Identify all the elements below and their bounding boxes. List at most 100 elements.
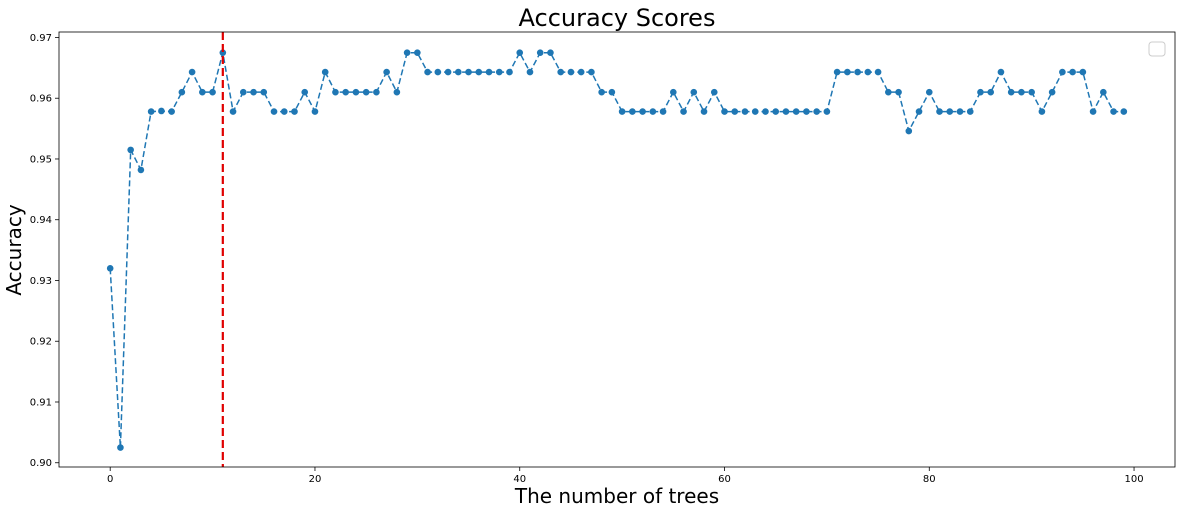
data-point xyxy=(434,68,442,76)
x-tick-label: 0 xyxy=(107,474,113,485)
data-point xyxy=(209,88,216,96)
data-point xyxy=(1120,108,1128,115)
y-tick-label: 0.90 xyxy=(30,458,52,469)
data-point xyxy=(239,88,247,96)
data-point xyxy=(250,88,257,96)
data-point xyxy=(229,108,237,115)
data-point xyxy=(1059,68,1066,76)
data-point xyxy=(147,108,155,115)
data-point xyxy=(547,49,554,56)
data-point xyxy=(393,88,401,96)
data-point xyxy=(1007,88,1015,96)
data-point xyxy=(772,108,779,115)
legend-box xyxy=(1148,41,1166,57)
data-point xyxy=(158,107,165,115)
data-point xyxy=(219,49,227,56)
data-point xyxy=(782,108,790,115)
data-point xyxy=(291,108,298,115)
data-point xyxy=(618,108,626,115)
data-point xyxy=(700,108,708,115)
data-point xyxy=(485,68,493,76)
plot-frame xyxy=(58,31,1176,468)
x-tick-label: 20 xyxy=(309,474,322,485)
data-point xyxy=(823,108,831,115)
data-point xyxy=(280,108,288,115)
data-point xyxy=(444,68,452,76)
data-point xyxy=(854,68,861,76)
series-line xyxy=(109,51,1124,448)
data-point xyxy=(455,68,462,76)
data-point xyxy=(874,68,882,76)
data-point xyxy=(690,88,698,96)
x-tick-label: 60 xyxy=(718,474,731,485)
data-point xyxy=(792,108,800,115)
data-point xyxy=(721,108,728,115)
data-point xyxy=(168,108,175,115)
data-point xyxy=(567,68,575,76)
data-point xyxy=(557,68,564,76)
data-point xyxy=(833,68,841,76)
data-point xyxy=(301,88,309,96)
data-point xyxy=(659,108,667,115)
data-point xyxy=(813,108,820,115)
y-tick-label: 0.91 xyxy=(30,397,52,408)
data-point xyxy=(915,108,923,115)
data-point xyxy=(925,88,933,96)
y-tick-label: 0.94 xyxy=(30,215,52,226)
data-point xyxy=(1048,88,1056,96)
data-point xyxy=(495,68,503,76)
y-tick-label: 0.93 xyxy=(30,276,52,287)
data-point xyxy=(864,68,872,76)
data-point xyxy=(997,68,1005,76)
data-point xyxy=(762,108,769,115)
data-point xyxy=(342,88,349,96)
data-point xyxy=(987,88,995,96)
data-point xyxy=(936,108,943,115)
data-point xyxy=(1028,88,1035,96)
data-point xyxy=(516,49,524,56)
data-point xyxy=(1018,88,1025,96)
data-point xyxy=(321,68,329,76)
data-point xyxy=(710,88,718,96)
data-point xyxy=(956,108,964,115)
data-point xyxy=(311,108,319,115)
data-point xyxy=(270,108,278,115)
data-point xyxy=(127,146,134,154)
data-point xyxy=(608,88,616,96)
data-point xyxy=(946,108,954,115)
y-axis-title: Accuracy xyxy=(2,204,26,295)
x-tick-label: 40 xyxy=(513,474,526,485)
data-point xyxy=(352,88,360,96)
data-point xyxy=(1110,108,1117,115)
data-point xyxy=(373,88,380,96)
data-point xyxy=(731,108,739,115)
data-point xyxy=(332,88,339,96)
data-point xyxy=(895,88,902,96)
data-point xyxy=(577,68,585,76)
data-point xyxy=(1069,68,1076,76)
data-point xyxy=(680,108,687,115)
data-point xyxy=(1079,68,1087,76)
data-point xyxy=(188,68,196,76)
data-point xyxy=(506,68,513,76)
data-point xyxy=(414,49,421,56)
data-point xyxy=(424,68,431,76)
data-point xyxy=(178,88,186,96)
data-point xyxy=(137,166,145,174)
data-point xyxy=(362,88,370,96)
y-tick-label: 0.92 xyxy=(30,337,52,348)
data-point xyxy=(751,108,759,115)
data-point xyxy=(670,88,677,96)
data-point xyxy=(639,108,646,115)
data-point xyxy=(1100,88,1107,96)
data-point xyxy=(106,265,114,272)
y-tick-label: 0.96 xyxy=(30,94,52,105)
data-point xyxy=(475,68,483,76)
y-tick-label: 0.97 xyxy=(30,33,52,44)
x-tick-label: 80 xyxy=(923,474,936,485)
chart-title: Accuracy Scores xyxy=(519,4,716,32)
data-point xyxy=(741,108,749,115)
data-point xyxy=(117,444,124,451)
data-point xyxy=(1089,108,1097,115)
